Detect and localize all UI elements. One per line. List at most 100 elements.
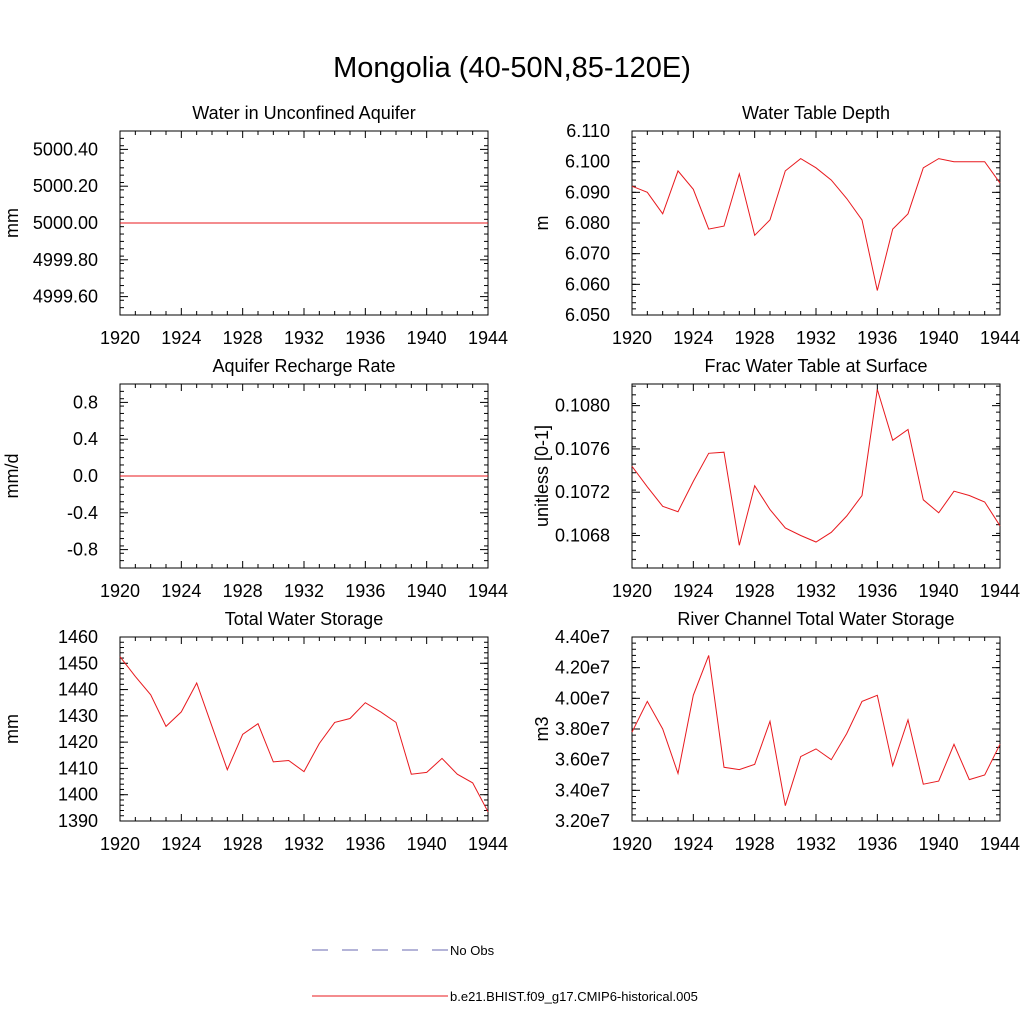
x-tick-label: 1940 — [919, 328, 959, 348]
panel-title: Frac Water Table at Surface — [704, 356, 927, 376]
chart-panel-3: Aquifer Recharge Rate 1920 1924 1928 1932 193… — [2, 356, 508, 601]
x-tick-label: 1928 — [223, 834, 263, 854]
x-tick-label: 1924 — [673, 581, 713, 601]
x-tick-label: 1944 — [468, 834, 508, 854]
x-tick-label: 1920 — [612, 834, 652, 854]
x-tick-label: 1928 — [223, 328, 263, 348]
y-tick-label: 6.090 — [565, 182, 610, 202]
y-tick-label: 4.00e7 — [555, 688, 610, 708]
y-tick-label: 1420 — [58, 732, 98, 752]
x-tick-label: 1924 — [161, 834, 201, 854]
x-tick-label: 1944 — [980, 581, 1020, 601]
y-tick-label: -0.8 — [67, 540, 98, 560]
x-tick-label: 1936 — [857, 328, 897, 348]
series-line-1 — [631, 389, 1001, 546]
x-tick-label: 1944 — [468, 581, 508, 601]
y-axis-label: m — [532, 216, 552, 231]
chart-panel-2: Water Table Depth 1920 1924 1928 1932 1936 194… — [532, 103, 1020, 348]
chart-panel-4: Frac Water Table at Surface 1920 1924 1928 1… — [532, 356, 1020, 601]
x-tick-label: 1928 — [735, 328, 775, 348]
x-tick-label: 1944 — [980, 834, 1020, 854]
panel-title: Water in Unconfined Aquifer — [192, 103, 415, 123]
y-tick-label: 0.1072 — [555, 482, 610, 502]
x-tick-label: 1944 — [980, 328, 1020, 348]
y-tick-label: 6.070 — [565, 244, 610, 264]
x-tick-label: 1924 — [673, 328, 713, 348]
series-line-1 — [631, 157, 1001, 291]
chart-panel-6: River Channel Total Water Storage 1920 192… — [532, 609, 1020, 854]
y-tick-label: 4999.60 — [33, 287, 98, 307]
x-tick-label: 1920 — [100, 834, 140, 854]
y-tick-label: 0.1080 — [555, 396, 610, 416]
x-tick-label: 1936 — [345, 834, 385, 854]
panel-title: Total Water Storage — [225, 609, 383, 629]
y-tick-label: 1450 — [58, 653, 98, 673]
y-tick-label: 3.60e7 — [555, 750, 610, 770]
x-tick-label: 1940 — [407, 581, 447, 601]
y-tick-label: 4999.80 — [33, 250, 98, 270]
plot-frame — [631, 130, 1001, 316]
x-tick-label: 1920 — [100, 581, 140, 601]
x-tick-label: 1924 — [161, 581, 201, 601]
y-tick-label: 6.100 — [565, 152, 610, 172]
y-tick-label: 1410 — [58, 758, 98, 778]
panel-title: River Channel Total Water Storage — [677, 609, 954, 629]
x-tick-label: 1940 — [407, 834, 447, 854]
x-tick-label: 1936 — [857, 581, 897, 601]
y-tick-label: 3.40e7 — [555, 780, 610, 800]
x-tick-label: 1920 — [100, 328, 140, 348]
y-tick-label: 1460 — [58, 627, 98, 647]
y-axis-label: unitless [0-1] — [532, 425, 552, 527]
y-tick-label: 0.4 — [73, 429, 98, 449]
x-tick-label: 1944 — [468, 328, 508, 348]
y-tick-label: 3.80e7 — [555, 719, 610, 739]
y-tick-label: 0.0 — [73, 466, 98, 486]
y-tick-label: 5000.20 — [33, 176, 98, 196]
chart-panel-1: Water in Unconfined Aquifer 1920 1924 1928 1… — [2, 103, 508, 348]
x-tick-label: 1920 — [612, 581, 652, 601]
legend-label-2: b.e21.BHIST.f09_g17.CMIP6-historical.005 — [450, 989, 698, 1004]
x-tick-label: 1932 — [284, 328, 324, 348]
plot-frame — [119, 636, 489, 822]
x-tick-label: 1932 — [796, 834, 836, 854]
chart-panel-5: Total Water Storage 1920 1924 1928 1932 1936 1… — [2, 609, 508, 854]
x-tick-label: 1932 — [796, 581, 836, 601]
y-axis-label: mm — [2, 208, 22, 238]
x-tick-label: 1924 — [161, 328, 201, 348]
plot-frame — [631, 383, 1001, 569]
y-tick-label: 1400 — [58, 785, 98, 805]
x-tick-label: 1924 — [673, 834, 713, 854]
y-tick-label: -0.4 — [67, 503, 98, 523]
y-tick-label: 5000.40 — [33, 139, 98, 159]
y-tick-label: 4.20e7 — [555, 658, 610, 678]
y-tick-label: 3.20e7 — [555, 811, 610, 831]
series-line-1 — [119, 656, 489, 813]
y-axis-label: mm/d — [2, 454, 22, 499]
x-tick-label: 1928 — [735, 581, 775, 601]
x-tick-label: 1936 — [345, 328, 385, 348]
legend-label-1: No Obs — [450, 943, 495, 958]
y-tick-label: 5000.00 — [33, 213, 98, 233]
panel-title: Water Table Depth — [742, 103, 890, 123]
x-tick-label: 1936 — [345, 581, 385, 601]
page-title: Mongolia (40-50N,85-120E) — [333, 52, 691, 84]
y-tick-label: 6.050 — [565, 305, 610, 325]
x-tick-label: 1932 — [284, 581, 324, 601]
y-axis-label: mm — [2, 714, 22, 744]
y-tick-label: 0.1068 — [555, 526, 610, 546]
y-tick-label: 0.1076 — [555, 439, 610, 459]
x-tick-label: 1928 — [223, 581, 263, 601]
x-tick-label: 1936 — [857, 834, 897, 854]
x-tick-label: 1940 — [407, 328, 447, 348]
series-line-1 — [631, 655, 1001, 806]
y-tick-label: 6.060 — [565, 274, 610, 294]
x-tick-label: 1940 — [919, 834, 959, 854]
y-tick-label: 0.8 — [73, 392, 98, 412]
y-tick-label: 1430 — [58, 706, 98, 726]
panel-title: Aquifer Recharge Rate — [212, 356, 395, 376]
x-tick-label: 1932 — [284, 834, 324, 854]
y-tick-label: 1440 — [58, 680, 98, 700]
legend: No Obs b.e21.BHIST.f09_g17.CMIP6-historic… — [312, 943, 698, 1004]
y-axis-label: m3 — [532, 716, 552, 741]
